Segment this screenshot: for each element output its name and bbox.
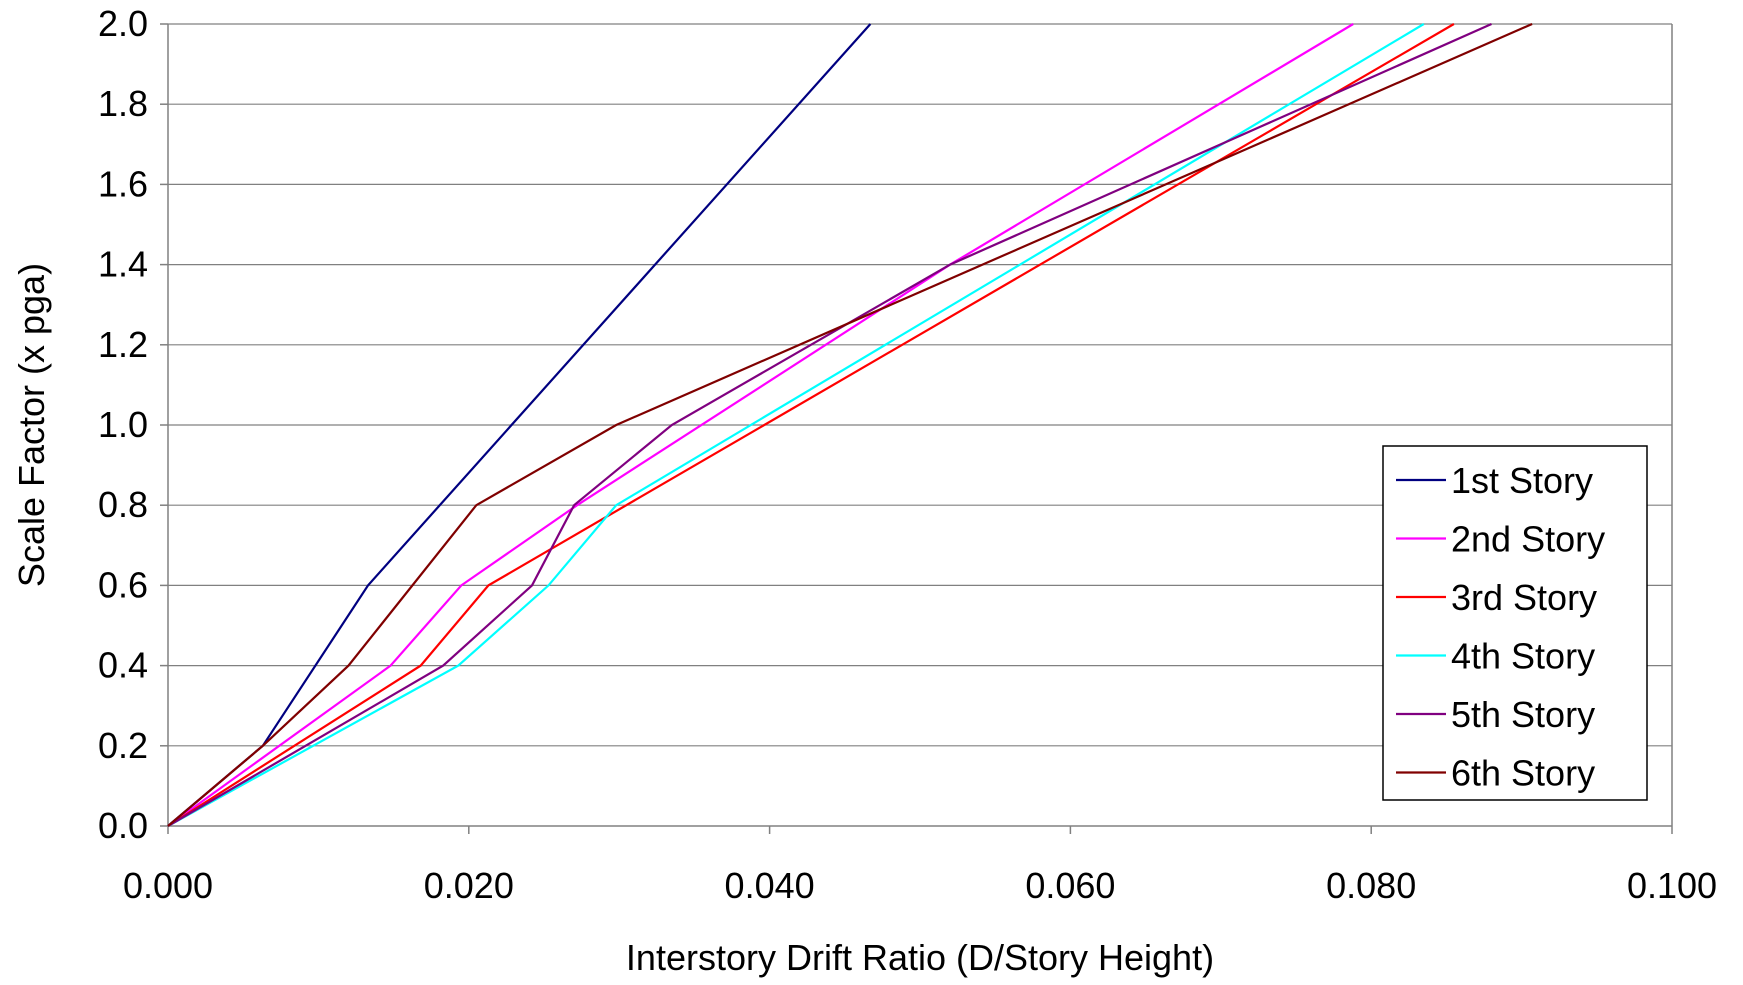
series-line-2 xyxy=(167,23,1354,827)
y-tick-label: 1.0 xyxy=(98,404,148,445)
y-tick-label: 1.6 xyxy=(98,163,148,204)
x-tick-label: 0.000 xyxy=(123,865,213,906)
x-tick-label: 0.080 xyxy=(1326,865,1416,906)
y-tick-label: 0.4 xyxy=(98,645,148,686)
x-axis-title: Interstory Drift Ratio (D/Story Height) xyxy=(626,937,1214,978)
x-tick-label: 0.040 xyxy=(725,865,815,906)
x-tick-label: 0.100 xyxy=(1627,865,1717,906)
y-tick-label: 0.6 xyxy=(98,564,148,605)
y-tick-label: 2.0 xyxy=(98,3,148,44)
y-tick-label: 1.2 xyxy=(98,324,148,365)
axes xyxy=(160,23,1673,834)
tick-labels: 0.0 0.2 0.4 0.6 0.8 1.0 1.2 1.4 1.6 1.8 2.0 0.000 0.… xyxy=(98,3,1717,906)
series-line-5 xyxy=(167,22,1492,827)
legend-box xyxy=(1382,445,1648,801)
y-axis-title: Scale Factor (x pga) xyxy=(11,263,52,587)
legend-label-6: 6th Story xyxy=(1451,753,1595,794)
x-tick-label: 0.020 xyxy=(424,865,514,906)
legend: 1st Story 2nd Story 3rd Story 4th Story 5th … xyxy=(1382,445,1648,801)
y-tick-label: 0.8 xyxy=(98,484,148,525)
y-tick-label: 0.0 xyxy=(98,805,148,846)
legend-label-5: 5th Story xyxy=(1451,694,1595,735)
series-lines xyxy=(167,22,1533,827)
legend-label-3: 3rd Story xyxy=(1451,577,1597,618)
legend-label-4: 4th Story xyxy=(1451,636,1595,677)
series-line-6 xyxy=(167,22,1533,827)
legend-label-2: 2nd Story xyxy=(1451,519,1605,560)
series-line-3 xyxy=(167,23,1455,827)
y-tick-label: 0.2 xyxy=(98,725,148,766)
y-tick-label: 1.8 xyxy=(98,83,148,124)
x-tick-label: 0.060 xyxy=(1025,865,1115,906)
series-line-4 xyxy=(167,23,1425,827)
legend-label-1: 1st Story xyxy=(1451,460,1593,501)
y-tick-label: 1.4 xyxy=(98,244,148,285)
